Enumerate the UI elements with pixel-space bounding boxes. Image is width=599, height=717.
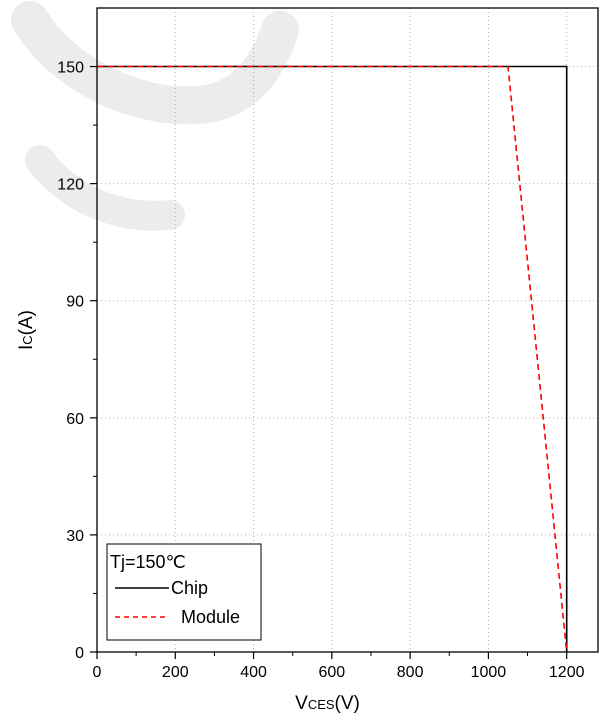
plot-frame bbox=[96, 7, 599, 653]
legend-box bbox=[106, 543, 262, 641]
legend-entries: Chip Module bbox=[115, 578, 240, 627]
legend-label-chip: Chip bbox=[171, 578, 208, 598]
axis-ticks bbox=[90, 65, 568, 659]
y-tick-label: 0 bbox=[75, 645, 84, 662]
series-line-chip bbox=[97, 65, 568, 652]
y-tick-label: 60 bbox=[66, 411, 84, 428]
legend-label-module: Module bbox=[181, 607, 240, 627]
y-tick-label: 30 bbox=[66, 528, 84, 545]
y-axis-title: IC(A) bbox=[16, 310, 37, 350]
x-axis-title: VCES(V) bbox=[295, 693, 360, 714]
y-tick-label: 120 bbox=[57, 177, 84, 194]
tick-labels: 0 200 400 600 800 1000 1200 0 30 60 90 120 150 bbox=[57, 60, 584, 681]
x-tick-label: 0 bbox=[93, 664, 102, 681]
y-tick-label: 90 bbox=[66, 294, 84, 311]
x-tick-label: 400 bbox=[240, 664, 267, 681]
x-tick-label: 200 bbox=[162, 664, 189, 681]
legend: Tj=150℃ Chip Module bbox=[106, 543, 262, 641]
x-tick-label: 600 bbox=[318, 664, 345, 681]
x-tick-label: 800 bbox=[397, 664, 424, 681]
y-tick-label: 150 bbox=[57, 60, 84, 77]
legend-title: Tj=150℃ bbox=[110, 552, 186, 572]
series-line-module bbox=[97, 65, 568, 653]
x-tick-label: 1000 bbox=[471, 664, 507, 681]
series-layer bbox=[97, 65, 568, 653]
x-tick-label: 1200 bbox=[549, 664, 585, 681]
